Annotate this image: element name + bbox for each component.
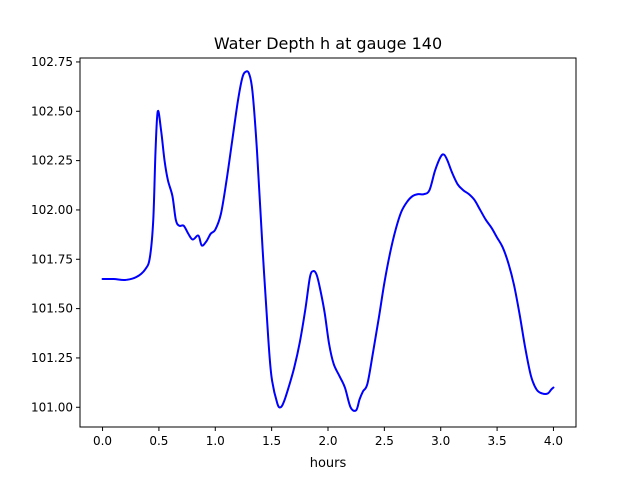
x-tick-label: 2.5 (375, 434, 394, 448)
y-tick-label: 102.50 (31, 104, 73, 118)
chart-title: Water Depth h at gauge 140 (214, 34, 442, 53)
plot-area-frame (79, 57, 577, 428)
x-tick-label: 3.0 (431, 434, 450, 448)
series-line-0 (101, 70, 555, 412)
y-tick-label: 102.75 (31, 55, 73, 69)
y-tick-label: 101.50 (31, 302, 73, 316)
x-tick-label: 1.0 (206, 434, 225, 448)
y-tick-label: 102.25 (31, 154, 73, 168)
y-tick-label: 101.00 (31, 400, 73, 414)
x-tick-label: 1.5 (262, 434, 281, 448)
x-axis-label: hours (310, 456, 347, 471)
y-tick-label: 101.25 (31, 351, 73, 365)
x-tick-label: 4.0 (544, 434, 563, 448)
x-tick-label: 0.5 (149, 434, 168, 448)
x-tick-label: 0.0 (93, 434, 112, 448)
y-tick-label: 101.75 (31, 252, 73, 266)
series-layer (101, 70, 555, 412)
x-tick-label: 3.5 (488, 434, 507, 448)
x-tick-label: 2.0 (318, 434, 337, 448)
y-tick-label: 102.00 (31, 203, 73, 217)
ticks-layer: 0.0 0.5 1.0 1.5 2.0 2.5 3.0 3.5 4.0 101.00 101.25 1… (31, 55, 563, 448)
